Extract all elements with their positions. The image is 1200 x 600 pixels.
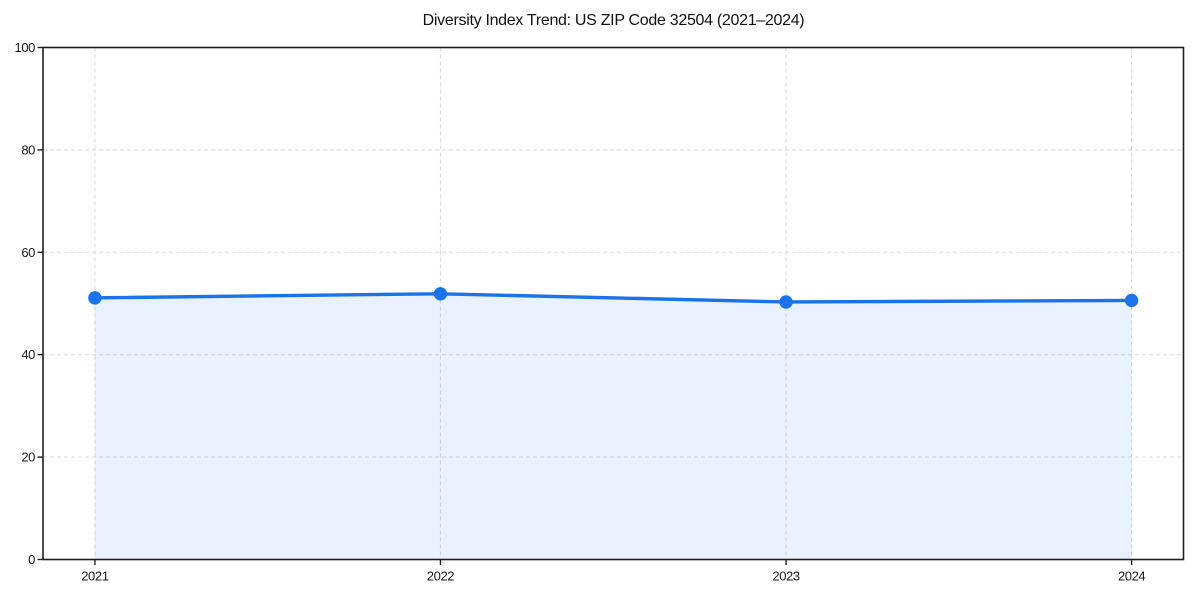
x-tick-label: 2021: [81, 569, 108, 584]
y-tick-label: 100: [15, 40, 36, 55]
y-tick-label: 60: [21, 245, 35, 260]
plot-border: [42, 46, 1185, 561]
chart-title: Diversity Index Trend: US ZIP Code 32504…: [422, 12, 805, 29]
y-tick-label: 80: [21, 142, 35, 157]
area-fill: [94, 293, 1132, 560]
trend-line: [93, 292, 1134, 304]
data-point-2024: [1124, 293, 1139, 308]
data-point-2021: [88, 291, 102, 305]
y-tick-label: 20: [21, 450, 35, 465]
x-tick-label: 2023: [772, 569, 799, 584]
data-point-2022: [433, 287, 448, 301]
x-tick-label: 2022: [427, 569, 454, 584]
y-tick-label: 40: [21, 347, 35, 362]
data-point-2023: [779, 295, 793, 309]
x-tick-label: 2024: [1118, 569, 1145, 584]
y-tick-label: 0: [28, 552, 35, 567]
